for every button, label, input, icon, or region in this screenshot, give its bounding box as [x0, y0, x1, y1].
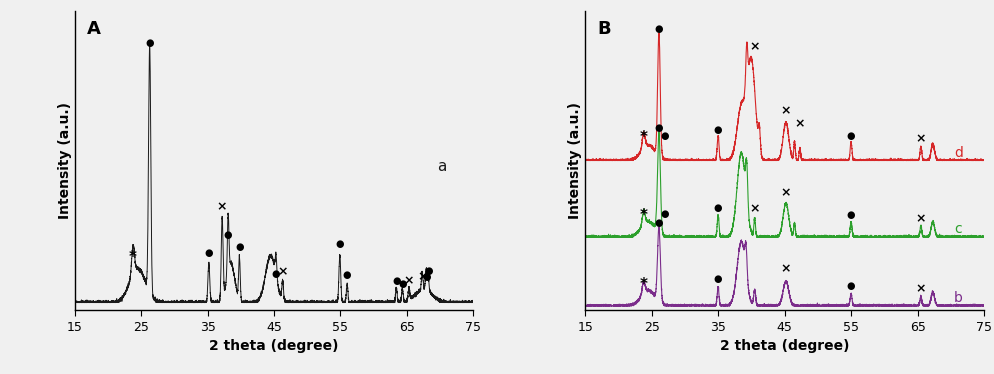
Text: ×: ×: [404, 274, 414, 287]
Text: ●: ●: [398, 279, 407, 289]
Text: ×: ×: [749, 40, 760, 53]
Text: ×: ×: [915, 282, 926, 295]
Text: ●: ●: [145, 38, 154, 48]
Text: *: *: [640, 208, 648, 223]
Text: ×: ×: [780, 105, 791, 118]
Text: ●: ●: [224, 230, 233, 240]
Text: *: *: [640, 130, 648, 145]
Text: ●: ●: [392, 276, 401, 286]
Text: ●: ●: [343, 270, 352, 280]
Text: ×: ×: [794, 117, 805, 130]
Text: ×: ×: [217, 200, 228, 213]
Text: ×: ×: [780, 262, 791, 275]
Text: ●: ●: [422, 272, 430, 282]
Text: *: *: [640, 277, 648, 292]
X-axis label: 2 theta (degree): 2 theta (degree): [720, 339, 849, 353]
Text: ●: ●: [336, 239, 344, 249]
Y-axis label: Intensity (a.u.): Intensity (a.u.): [569, 102, 582, 219]
Text: b: b: [954, 291, 963, 305]
Text: d: d: [954, 146, 963, 160]
Text: ●: ●: [661, 131, 669, 141]
Text: ●: ●: [847, 280, 856, 291]
Text: ●: ●: [236, 242, 244, 252]
X-axis label: 2 theta (degree): 2 theta (degree): [210, 339, 339, 353]
Text: c: c: [954, 223, 962, 236]
Text: B: B: [597, 20, 610, 38]
Text: ●: ●: [714, 274, 723, 284]
Y-axis label: Intensity (a.u.): Intensity (a.u.): [58, 102, 72, 219]
Text: a: a: [437, 159, 447, 174]
Text: ×: ×: [915, 212, 926, 225]
Text: ●: ●: [847, 210, 856, 220]
Text: ×: ×: [780, 186, 791, 199]
Text: ●: ●: [714, 125, 723, 135]
Text: ×: ×: [915, 132, 926, 145]
Text: ×: ×: [277, 265, 288, 278]
Text: ●: ●: [661, 209, 669, 219]
Text: ×: ×: [417, 270, 427, 283]
Text: ●: ●: [655, 24, 663, 34]
Text: ●: ●: [847, 131, 856, 141]
Text: *: *: [129, 251, 137, 266]
Text: ●: ●: [714, 203, 723, 213]
Text: A: A: [86, 20, 100, 38]
Text: ●: ●: [205, 248, 213, 258]
Text: ×: ×: [749, 203, 760, 215]
Text: ●: ●: [655, 123, 663, 133]
Text: ●: ●: [424, 266, 432, 276]
Text: ●: ●: [271, 269, 280, 279]
Text: ●: ●: [655, 218, 663, 228]
